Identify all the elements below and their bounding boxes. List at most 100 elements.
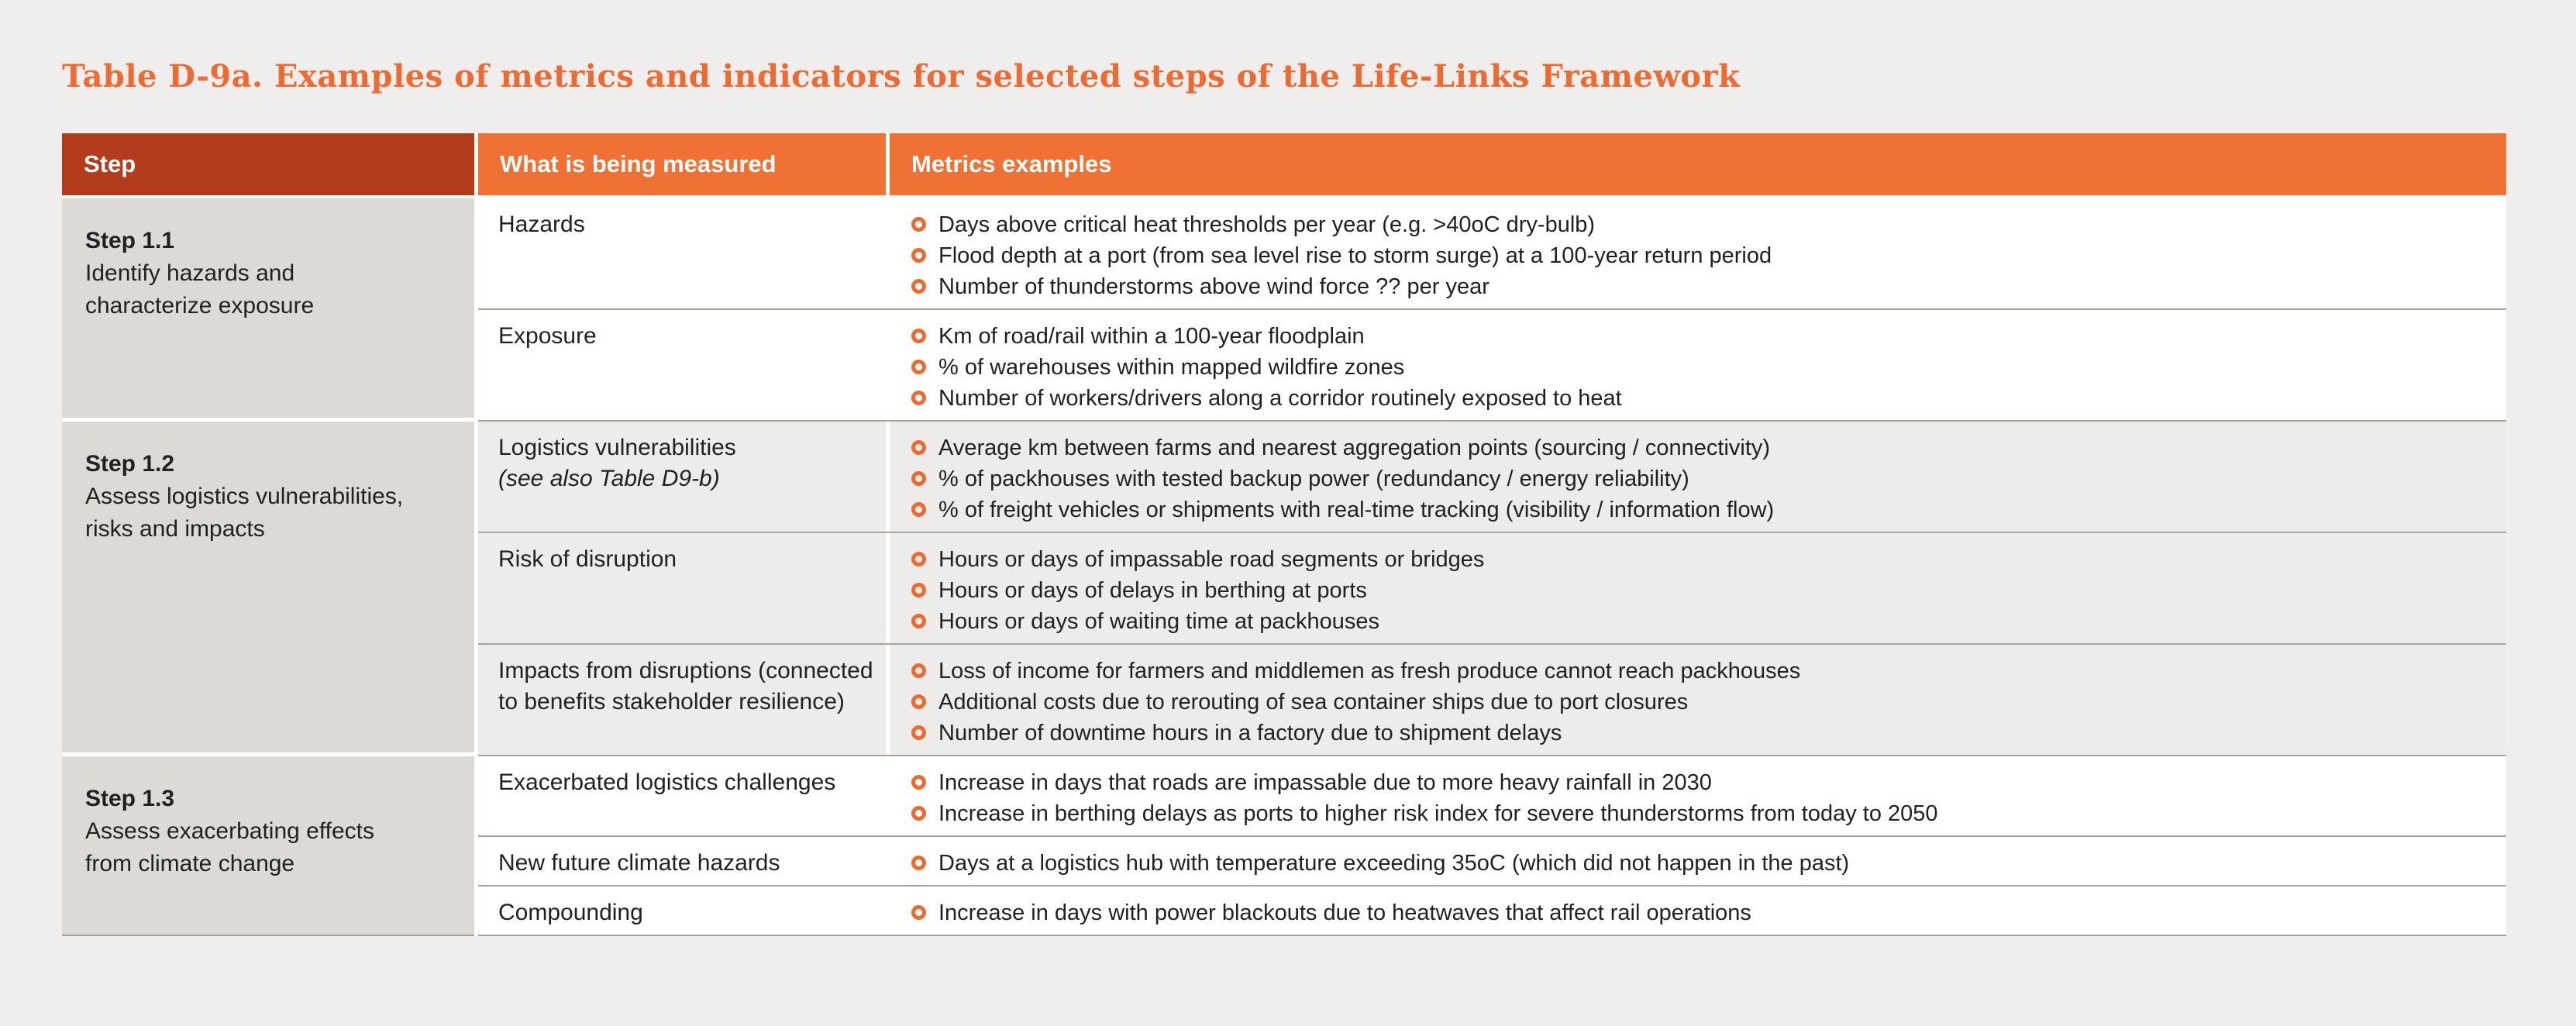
measured-label: Risk of disruption [498, 546, 677, 572]
measured-cell: Compounding [478, 887, 886, 935]
measured-note: (see also Table D9-b) [498, 466, 720, 491]
metric-text: Km of road/rail within a 100-year floodp… [938, 324, 1365, 349]
step-description-line: characterize exposure [85, 293, 315, 318]
metric-text: Increase in days that roads are impassab… [938, 770, 1712, 795]
metric-text: Increase in berthing delays as ports to … [938, 801, 1938, 826]
table-row-logistics-vulnerabilities: Logistics vulnerabilities (see also Tabl… [478, 422, 2506, 533]
metric-item: Average km between farms and nearest agg… [911, 432, 2483, 463]
table-row-exposure: Exposure Km of road/rail within a 100-ye… [478, 310, 2506, 422]
step-description-line: risks and impacts [85, 516, 265, 542]
metrics-cell: Days at a logistics hub with temperature… [890, 837, 2506, 885]
step-description-line: Assess logistics vulnerabilities, [85, 484, 404, 509]
circle-bullet-icon [911, 694, 926, 709]
metric-text: Days above critical heat thresholds per … [938, 212, 1596, 237]
metric-item: Hours or days of waiting time at packhou… [911, 606, 2483, 637]
metric-item: % of warehouses within mapped wildfire z… [911, 352, 2483, 383]
metrics-cell: Loss of income for farmers and middlemen… [890, 645, 2506, 755]
metric-item: Hours or days of impassable road segment… [911, 544, 2483, 575]
section-step-1-3: Step 1.3 Assess exacerbating effects fro… [62, 756, 2506, 936]
header-cell-step: Step [62, 133, 474, 195]
metric-item: Flood depth at a port (from sea level ri… [911, 240, 2483, 271]
metrics-cell: Hours or days of impassable road segment… [890, 533, 2506, 643]
circle-bullet-icon [911, 248, 926, 263]
metrics-table: Step What is being measured Metrics exam… [62, 133, 2506, 936]
circle-bullet-icon [911, 471, 926, 486]
metrics-cell: Increase in days that roads are impassab… [890, 756, 2506, 835]
step-cell: Step 1.1 Identify hazards and characteri… [62, 198, 474, 422]
measured-label: New future climate hazards [498, 850, 780, 876]
table-row-compounding: Compounding Increase in days with power … [478, 887, 2506, 936]
table-row-exacerbated-logistics-challenges: Exacerbated logistics challenges Increas… [478, 756, 2506, 837]
metrics-cell: Average km between farms and nearest agg… [890, 422, 2506, 532]
metric-item: % of freight vehicles or shipments with … [911, 494, 2483, 525]
metric-text: Flood depth at a port (from sea level ri… [938, 243, 1772, 268]
circle-bullet-icon [911, 502, 926, 517]
step-description-line: Identify hazards and [85, 260, 295, 286]
circle-bullet-icon [911, 856, 926, 870]
section-step-1-1: Step 1.1 Identify hazards and characteri… [62, 198, 2506, 422]
metric-item: % of packhouses with tested backup power… [911, 463, 2483, 494]
measured-label: Exacerbated logistics challenges [498, 770, 836, 795]
circle-bullet-icon [911, 279, 926, 294]
metric-item: Increase in days that roads are impassab… [911, 767, 2483, 798]
section-step-1-2: Step 1.2 Assess logistics vulnerabilitie… [62, 422, 2506, 756]
table-row-risk-of-disruption: Risk of disruption Hours or days of impa… [478, 533, 2506, 645]
measured-cell: Risk of disruption [478, 533, 886, 643]
circle-bullet-icon [911, 583, 926, 597]
table-row-impacts-from-disruptions: Impacts from disruptions (connected to b… [478, 645, 2506, 756]
metrics-cell: Days above critical heat thresholds per … [890, 198, 2506, 308]
measured-label: Impacts from disruptions (connected to b… [498, 658, 873, 714]
metric-item: Km of road/rail within a 100-year floodp… [911, 321, 2483, 352]
metric-text: % of packhouses with tested backup power… [938, 467, 1689, 491]
circle-bullet-icon [911, 440, 926, 455]
metric-text: Loss of income for farmers and middlemen… [938, 659, 1801, 683]
circle-bullet-icon [911, 329, 926, 343]
circle-bullet-icon [911, 775, 926, 790]
metric-text: Number of thunderstorms above wind force… [938, 274, 1489, 299]
metric-text: Number of downtime hours in a factory du… [938, 721, 1562, 745]
step-cell: Step 1.2 Assess logistics vulnerabilitie… [62, 422, 474, 756]
step-cell: Step 1.3 Assess exacerbating effects fro… [62, 756, 474, 936]
measured-label: Compounding [498, 900, 643, 925]
metric-item: Loss of income for farmers and middlemen… [911, 656, 2483, 687]
metric-text: Hours or days of delays in berthing at p… [938, 578, 1367, 603]
measured-cell: Logistics vulnerabilities (see also Tabl… [478, 422, 886, 532]
metrics-cell: Increase in days with power blackouts du… [890, 887, 2506, 935]
metric-text: Hours or days of impassable road segment… [938, 547, 1485, 572]
header-cell-measured: What is being measured [478, 133, 886, 195]
metrics-cell: Km of road/rail within a 100-year floodp… [890, 310, 2506, 420]
metric-text: Days at a logistics hub with temperature… [938, 851, 1850, 876]
measured-cell: Exposure [478, 310, 886, 420]
measured-label: Logistics vulnerabilities [498, 435, 736, 460]
table-title: Table D-9a. Examples of metrics and indi… [62, 58, 1741, 95]
step-description-line: Assess exacerbating effects [85, 818, 374, 844]
metric-item: Hours or days of delays in berthing at p… [911, 575, 2483, 606]
page: Table D-9a. Examples of metrics and indi… [62, 58, 2506, 936]
measured-label: Hazards [498, 212, 585, 237]
metric-text: Additional costs due to rerouting of sea… [938, 690, 1689, 714]
measured-cell: Impacts from disruptions (connected to b… [478, 645, 886, 755]
metric-item: Increase in berthing delays as ports to … [911, 798, 2483, 829]
step-description-line: from climate change [85, 851, 295, 876]
measured-label: Exposure [498, 323, 597, 349]
circle-bullet-icon [911, 806, 926, 821]
step-label: Step 1.3 [85, 786, 175, 811]
circle-bullet-icon [911, 663, 926, 678]
step-label: Step 1.2 [85, 451, 175, 477]
circle-bullet-icon [911, 391, 926, 405]
metric-text: Increase in days with power blackouts du… [938, 900, 1751, 925]
table-header-row: Step What is being measured Metrics exam… [62, 133, 2506, 195]
metric-item: Days above critical heat thresholds per … [911, 209, 2483, 240]
metric-item: Number of downtime hours in a factory du… [911, 718, 2483, 749]
circle-bullet-icon [911, 217, 926, 232]
table-row-hazards: Hazards Days above critical heat thresho… [478, 198, 2506, 310]
metric-text: % of warehouses within mapped wildfire z… [938, 355, 1405, 380]
metric-item: Number of thunderstorms above wind force… [911, 271, 2483, 302]
table-row-new-future-climate-hazards: New future climate hazards Days at a log… [478, 837, 2506, 887]
circle-bullet-icon [911, 614, 926, 628]
circle-bullet-icon [911, 905, 926, 920]
measured-cell: Exacerbated logistics challenges [478, 756, 886, 835]
header-cell-metrics: Metrics examples [890, 133, 2506, 195]
circle-bullet-icon [911, 360, 926, 374]
metric-item: Additional costs due to rerouting of sea… [911, 687, 2483, 718]
